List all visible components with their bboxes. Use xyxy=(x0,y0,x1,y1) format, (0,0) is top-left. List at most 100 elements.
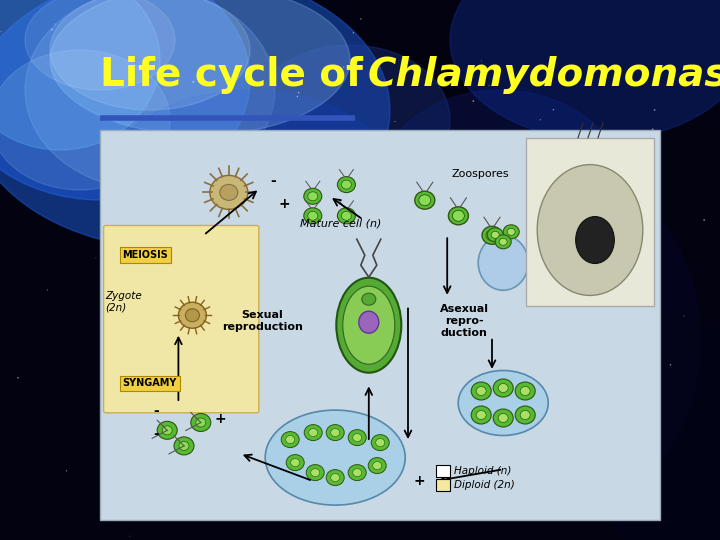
Point xyxy=(292,92,303,101)
Ellipse shape xyxy=(361,293,376,305)
Point xyxy=(371,287,382,295)
Ellipse shape xyxy=(50,0,250,110)
Point xyxy=(298,286,310,294)
Ellipse shape xyxy=(291,458,300,467)
Point xyxy=(202,135,213,144)
Ellipse shape xyxy=(179,302,207,328)
Ellipse shape xyxy=(478,235,528,291)
Ellipse shape xyxy=(343,286,395,364)
Ellipse shape xyxy=(348,464,366,481)
Ellipse shape xyxy=(162,426,172,435)
Ellipse shape xyxy=(341,180,351,189)
Ellipse shape xyxy=(537,165,643,295)
Ellipse shape xyxy=(373,462,382,470)
Point xyxy=(528,309,539,318)
Ellipse shape xyxy=(157,421,177,440)
Point xyxy=(0,27,6,36)
Text: +: + xyxy=(279,197,291,211)
Text: +: + xyxy=(215,411,226,426)
Ellipse shape xyxy=(326,424,344,441)
Ellipse shape xyxy=(498,383,508,393)
Ellipse shape xyxy=(482,226,502,244)
Text: SYNGAMY: SYNGAMY xyxy=(122,379,177,388)
Text: -: - xyxy=(271,174,276,188)
Ellipse shape xyxy=(210,176,248,210)
Point xyxy=(148,462,159,470)
Point xyxy=(407,456,418,465)
Ellipse shape xyxy=(372,435,390,450)
Point xyxy=(355,15,366,23)
Point xyxy=(476,57,487,65)
Ellipse shape xyxy=(359,311,379,333)
Ellipse shape xyxy=(304,188,322,204)
Ellipse shape xyxy=(415,191,435,209)
Point xyxy=(90,254,102,262)
Ellipse shape xyxy=(304,208,322,224)
Point xyxy=(647,125,658,133)
Ellipse shape xyxy=(348,430,366,446)
Ellipse shape xyxy=(576,217,614,264)
Point xyxy=(698,215,710,224)
Ellipse shape xyxy=(521,410,530,420)
Text: -: - xyxy=(153,404,159,418)
Ellipse shape xyxy=(282,431,300,448)
Point xyxy=(354,281,366,289)
Point xyxy=(160,294,171,302)
Text: MEIOSIS: MEIOSIS xyxy=(122,250,168,260)
Point xyxy=(372,180,383,188)
Ellipse shape xyxy=(452,210,464,221)
Point xyxy=(382,409,393,417)
Ellipse shape xyxy=(516,406,535,424)
Point xyxy=(310,507,321,516)
Point xyxy=(325,212,336,220)
Point xyxy=(495,464,507,473)
Point xyxy=(371,207,382,216)
Ellipse shape xyxy=(590,315,720,540)
Ellipse shape xyxy=(375,90,625,290)
Point xyxy=(483,82,495,90)
Point xyxy=(293,89,305,97)
Bar xyxy=(436,479,450,491)
Ellipse shape xyxy=(476,410,486,420)
Text: Diploid (2n): Diploid (2n) xyxy=(454,480,515,490)
Point xyxy=(678,312,690,320)
Point xyxy=(187,78,199,86)
Point xyxy=(42,286,53,294)
Ellipse shape xyxy=(458,370,548,435)
Point xyxy=(512,143,523,151)
Ellipse shape xyxy=(521,387,530,395)
Point xyxy=(193,180,204,188)
Ellipse shape xyxy=(25,0,275,190)
Point xyxy=(427,446,438,455)
Point xyxy=(338,63,349,71)
Ellipse shape xyxy=(100,90,400,290)
Point xyxy=(46,25,58,34)
Point xyxy=(548,105,559,114)
Point xyxy=(262,514,274,522)
Ellipse shape xyxy=(50,0,350,135)
Ellipse shape xyxy=(499,238,507,245)
Point xyxy=(348,29,359,37)
Ellipse shape xyxy=(368,457,386,474)
Ellipse shape xyxy=(306,464,324,481)
Ellipse shape xyxy=(0,50,170,190)
Text: Life cycle of: Life cycle of xyxy=(100,56,390,94)
Ellipse shape xyxy=(308,192,318,201)
Point xyxy=(301,506,312,515)
Ellipse shape xyxy=(330,429,340,437)
Ellipse shape xyxy=(491,231,499,238)
FancyBboxPatch shape xyxy=(100,130,660,520)
Point xyxy=(467,97,479,105)
Ellipse shape xyxy=(341,211,351,220)
Point xyxy=(320,350,331,359)
Ellipse shape xyxy=(0,0,250,200)
Point xyxy=(12,374,24,382)
Ellipse shape xyxy=(336,278,401,373)
Point xyxy=(248,343,260,352)
Ellipse shape xyxy=(516,382,535,400)
Ellipse shape xyxy=(287,455,304,470)
Ellipse shape xyxy=(493,409,513,427)
Point xyxy=(598,279,609,287)
Point xyxy=(505,411,516,420)
Point xyxy=(515,369,526,377)
